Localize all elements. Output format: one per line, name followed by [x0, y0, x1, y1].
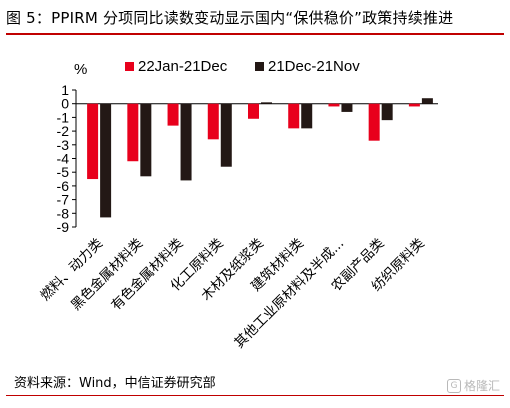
bar-series0-6 [328, 103, 340, 107]
chart-legend: 22Jan-21Dec 21Dec-21Nov [125, 58, 360, 75]
brand-text: 格隆汇 [463, 379, 500, 393]
bar-series1-4 [261, 102, 272, 104]
legend-swatch [255, 62, 264, 71]
y-tick-label: -4 [57, 151, 70, 167]
bars-group [87, 98, 433, 218]
x-tick-label: 黑色金属材料类 [67, 235, 146, 314]
legend-label: 22Jan-21Dec [138, 58, 228, 75]
y-tick-label: -6 [57, 178, 70, 194]
y-tick-label: -9 [57, 219, 70, 235]
bar-series0-3 [207, 103, 219, 140]
x-axis: 燃料、动力类黑色金属材料类有色金属材料类化工原料类木材及纸浆类建筑材料类其他工业… [37, 235, 428, 352]
bar-series1-7 [381, 103, 393, 121]
y-axis: 10-1-2-3-4-5-6-7-8-9 [57, 82, 438, 235]
y-tick-label: -1 [57, 109, 70, 125]
bar-series1-6 [341, 103, 353, 112]
y-tick-label: -5 [57, 164, 70, 180]
bar-series1-0 [100, 103, 112, 218]
bar-chart: 22Jan-21Dec 21Dec-21Nov % 10-1-2-3-4-5-6-… [37, 58, 438, 352]
bar-series0-7 [368, 103, 380, 141]
y-tick-label: -2 [57, 123, 70, 139]
y-tick-label: 0 [61, 96, 69, 112]
bar-series0-5 [288, 103, 300, 129]
y-tick-label: -8 [57, 205, 70, 221]
bar-series1-5 [301, 103, 313, 129]
legend-label: 21Dec-21Nov [268, 58, 360, 75]
watermark-logo: G 格隆汇 [446, 377, 500, 394]
figure-title: 图 5：PPIRM 分项同比读数变动显示国内“保供稳价”政策持续推进 [6, 9, 454, 27]
bar-series0-0 [87, 103, 99, 180]
bar-series0-8 [408, 103, 420, 107]
footer-divider [6, 395, 504, 396]
bar-series1-8 [421, 98, 433, 104]
x-tick-label: 有色金属材料类 [108, 235, 187, 314]
bar-series1-3 [220, 103, 232, 167]
y-tick-label: -3 [57, 137, 70, 153]
y-tick-label: -7 [57, 192, 70, 208]
bar-series0-4 [248, 103, 259, 119]
legend-swatch [125, 62, 134, 71]
bar-series0-2 [167, 103, 179, 126]
title-divider [6, 33, 504, 35]
source-note: 资料来源：Wind，中信证券研究部 [14, 376, 216, 391]
bar-series0-1 [127, 103, 139, 162]
bar-series1-2 [180, 103, 192, 181]
y-tick-label: 1 [61, 82, 69, 98]
logo-icon: G [446, 378, 461, 393]
y-axis-unit-label: % [74, 61, 87, 78]
bar-series1-1 [140, 103, 152, 177]
